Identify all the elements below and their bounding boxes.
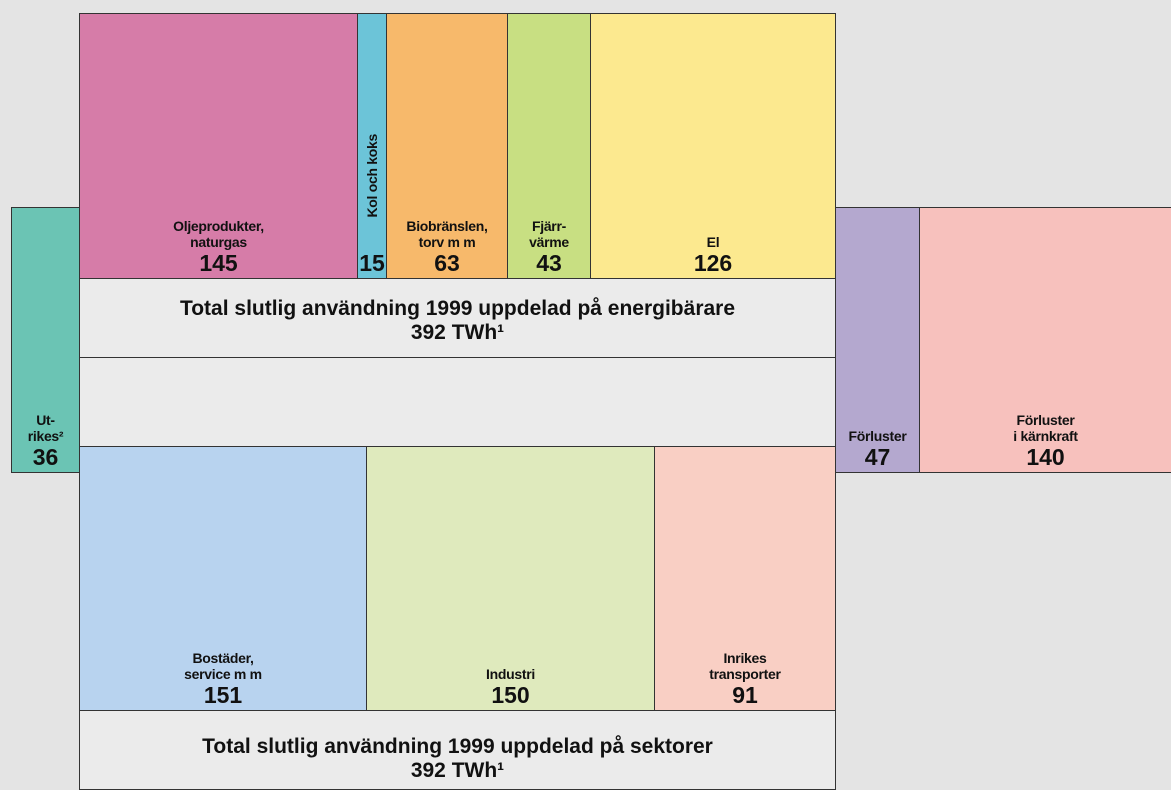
label-line: naturgas bbox=[190, 234, 247, 250]
label: Förluster bbox=[849, 428, 907, 444]
label-line: Oljeprodukter, bbox=[173, 218, 264, 234]
value: 91 bbox=[732, 682, 758, 708]
label: Fjärr-värme bbox=[529, 218, 569, 250]
total-title: Total slutlig användning 1999 uppdelad p… bbox=[202, 735, 713, 758]
label: Oljeprodukter, naturgas bbox=[173, 218, 264, 250]
label-line: service m m bbox=[184, 666, 262, 682]
total-value: 392 TWh¹ bbox=[410, 759, 505, 782]
foreign-box: Ut-rikes² 36 bbox=[11, 207, 80, 473]
value: 151 bbox=[203, 682, 243, 708]
label: Bostäder, service m m bbox=[184, 650, 262, 682]
housing-box: Bostäder, service m m 151 bbox=[79, 446, 367, 711]
label: Inrikes transporter bbox=[709, 650, 781, 682]
label: Kol och koks bbox=[364, 134, 380, 218]
middle-band bbox=[79, 357, 836, 447]
value: 43 bbox=[536, 250, 562, 276]
sector-total: Total slutlig användning 1999 uppdelad p… bbox=[79, 710, 836, 790]
value: 15 bbox=[359, 250, 385, 276]
label: El bbox=[707, 234, 720, 250]
total-title: Total slutlig användning 1999 uppdelad p… bbox=[179, 297, 736, 320]
value: 47 bbox=[864, 444, 891, 470]
losses-box: Förluster 47 bbox=[835, 207, 920, 473]
label-line: i kärnkraft bbox=[1013, 428, 1078, 444]
label-line: El bbox=[706, 234, 720, 250]
total-value: 392 TWh¹ bbox=[410, 321, 505, 344]
label-line: Förluster bbox=[848, 428, 907, 444]
label-line: Ut- bbox=[36, 412, 55, 428]
value: 150 bbox=[491, 682, 530, 708]
value: 63 bbox=[434, 250, 460, 276]
transport-box: Inrikes transporter 91 bbox=[654, 446, 836, 711]
label-line: värme bbox=[529, 234, 569, 250]
value: 140 bbox=[1026, 444, 1065, 470]
label-line: transporter bbox=[709, 666, 781, 682]
label: Industri bbox=[486, 666, 535, 682]
label-line: Förluster bbox=[1016, 412, 1075, 428]
oil-box: Oljeprodukter, naturgas 145 bbox=[79, 13, 358, 279]
label-line: torv m m bbox=[418, 234, 476, 250]
label-line: Biobränslen, bbox=[406, 218, 488, 234]
label: Förluster i kärnkraft bbox=[1013, 412, 1078, 444]
carrier-total: Total slutlig användning 1999 uppdelad p… bbox=[79, 278, 836, 358]
industry-box: Industri 150 bbox=[366, 446, 655, 711]
label-line: Industri bbox=[486, 666, 535, 682]
nuclear-losses-box: Förluster i kärnkraft 140 bbox=[919, 207, 1171, 473]
district-heat-box: Fjärr-värme 43 bbox=[507, 13, 591, 279]
label-line: rikes² bbox=[27, 428, 64, 444]
label: Ut-rikes² bbox=[28, 412, 64, 444]
label: Biobränslen, torv m m bbox=[406, 218, 488, 250]
el-box: El 126 bbox=[590, 13, 836, 279]
coal-box: Kol och koks 15 bbox=[357, 13, 387, 279]
label-line: Inrikes bbox=[723, 650, 767, 666]
bio-box: Biobränslen, torv m m 63 bbox=[386, 13, 508, 279]
value: 145 bbox=[199, 250, 238, 276]
label-line: Fjärr- bbox=[531, 218, 566, 234]
value: 126 bbox=[693, 250, 733, 276]
label-line: Bostäder, bbox=[192, 650, 254, 666]
value: 36 bbox=[32, 444, 59, 470]
